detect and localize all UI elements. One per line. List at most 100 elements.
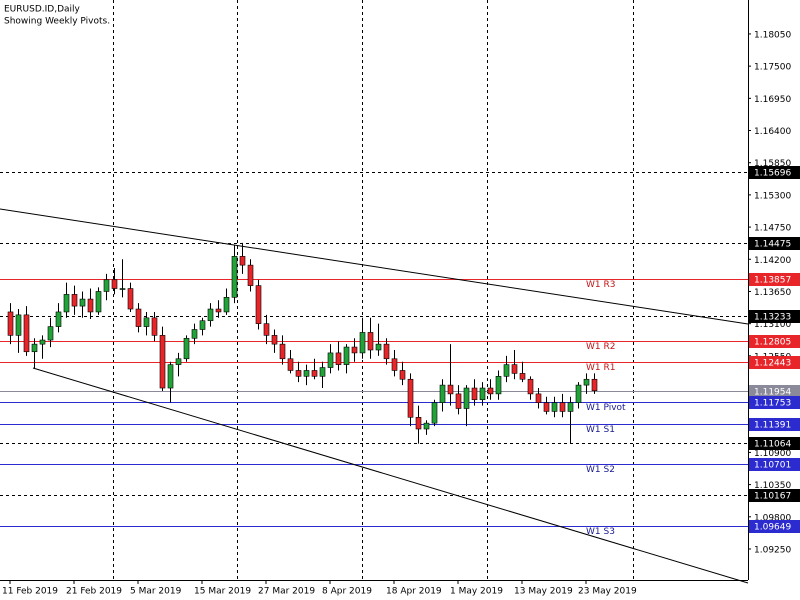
y-tick-label: 1.15300: [754, 191, 791, 201]
level-label-bg: [749, 237, 800, 250]
candle-body: [23, 314, 30, 353]
candle-body: [447, 384, 454, 395]
trendline: [0, 208, 749, 325]
candle-body: [255, 285, 262, 324]
vertical-grid: [113, 0, 634, 580]
candle-body: [407, 378, 414, 418]
candle-body: [423, 422, 430, 430]
x-tick-label: 18 Apr 2019: [386, 587, 442, 597]
y-tick-label: 1.18050: [754, 30, 791, 40]
candle-body: [319, 367, 326, 377]
candle-body: [399, 370, 406, 380]
level-label-bg: [749, 166, 800, 179]
candle-body: [151, 317, 158, 336]
level-label-bg: [749, 310, 800, 323]
candle-body: [127, 288, 134, 310]
level-label: 1.15696: [754, 169, 791, 179]
chart-subtitle: Showing Weekly Pivots.: [4, 17, 110, 27]
candle-body: [63, 294, 70, 313]
candle-body: [527, 378, 534, 395]
level-label-bg: [749, 418, 800, 431]
level-name: W1 S1: [586, 425, 615, 435]
y-tick-label: 1.10900: [754, 449, 791, 459]
candle-body: [295, 370, 302, 377]
candle-body: [303, 370, 310, 377]
candle-body: [103, 279, 110, 292]
candle-body: [591, 378, 598, 392]
candle-body: [167, 364, 174, 389]
candle-body: [471, 387, 478, 401]
level-label: 1.09649: [754, 523, 791, 533]
y-tick-label: 1.13650: [754, 288, 791, 298]
candle-body: [7, 311, 14, 336]
candle-body: [343, 346, 350, 365]
level-label: 1.12805: [754, 338, 791, 348]
level-label-bg: [749, 396, 800, 409]
level-label-bg: [749, 273, 800, 286]
axis: 1.18050 1.17500 1.16950 1.16400 1.15850 1.153…: [2, 30, 800, 597]
y-tick-label: 1.10350: [754, 481, 791, 491]
level-label: 1.10167: [754, 492, 791, 502]
candle-body: [55, 311, 62, 327]
candle-body: [31, 343, 38, 353]
level-label-bg: [749, 520, 800, 533]
level-label: 1.11064: [754, 440, 791, 450]
candle-body: [495, 376, 502, 395]
level-name: W1 Pivot: [586, 403, 626, 413]
candle-body: [263, 323, 270, 336]
level-label: 1.13233: [754, 313, 791, 323]
candle-body: [359, 332, 366, 354]
x-tick-label: 13 May 2019: [514, 587, 573, 597]
chart-title: EURUSD.ID,Daily: [4, 5, 81, 15]
level-label-bg: [749, 356, 800, 369]
level-name: W1 R1: [586, 363, 615, 373]
level-name: W1 S3: [586, 527, 615, 537]
candle-body: [71, 294, 78, 307]
level-label-bg: [749, 437, 800, 450]
x-tick-label: 21 Feb 2019: [66, 587, 122, 597]
candle-body: [455, 393, 462, 409]
candle-body: [391, 358, 398, 371]
level-name: W1 R2: [586, 342, 615, 352]
candle-body: [351, 346, 358, 354]
trendline: [32, 367, 749, 584]
level-label: 1.10701: [754, 461, 791, 471]
candle-body: [463, 387, 470, 409]
candle-body: [367, 332, 374, 351]
candle-body: [431, 402, 438, 424]
candle-body: [383, 343, 390, 360]
x-tick-label: 1 May 2019: [450, 587, 503, 597]
x-tick-label: 27 Mar 2019: [258, 587, 315, 597]
y-tick-label: 1.14750: [754, 224, 791, 234]
candle-body: [47, 326, 54, 341]
level-label-bg: [749, 458, 800, 471]
y-tick-label: 1.13100: [754, 320, 791, 330]
x-tick-label: 5 Mar 2019: [130, 587, 182, 597]
candles: [7, 242, 598, 444]
candle-body: [511, 364, 518, 374]
y-tick-label: 1.17500: [754, 63, 791, 73]
candle-body: [567, 402, 574, 412]
candle-body: [335, 352, 342, 365]
candle-body: [87, 298, 94, 313]
candle-body: [535, 393, 542, 403]
candle-body: [519, 373, 526, 380]
candle-body: [223, 297, 230, 313]
candle-body: [575, 384, 582, 403]
candle-body: [175, 358, 182, 365]
candle-body: [231, 256, 238, 298]
candle-body: [79, 298, 86, 307]
candle-body: [247, 264, 254, 286]
level-label-bg: [749, 489, 800, 502]
candle-body: [279, 343, 286, 360]
candle-body: [543, 402, 550, 412]
candle-body: [287, 358, 294, 371]
candle-body: [95, 291, 102, 313]
level-label: 1.14475: [754, 240, 791, 250]
level-label: 1.11391: [754, 421, 791, 431]
level-label-bg: [749, 385, 800, 398]
candle-body: [207, 308, 214, 322]
candle-body: [111, 279, 118, 289]
x-tick-label: 15 Mar 2019: [194, 587, 251, 597]
candle-body: [39, 339, 46, 345]
